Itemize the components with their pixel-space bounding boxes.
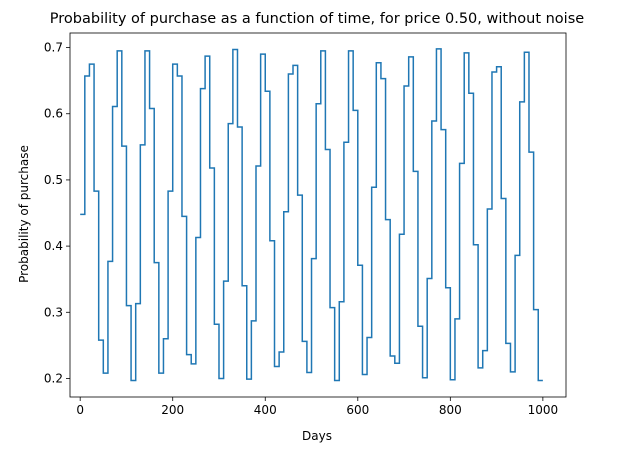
x-tick-label: 200	[161, 403, 184, 417]
plot-area	[69, 32, 567, 398]
y-tick-label: 0.7	[44, 41, 63, 55]
x-tick-label: 400	[254, 403, 277, 417]
y-axis: 0.2 0.3 0.4 0.5 0.6 0.7	[44, 41, 70, 385]
y-tick-label: 0.6	[44, 107, 63, 121]
chart-title: Probability of purchase as a function of…	[50, 11, 584, 27]
x-tick-label: 0	[76, 403, 84, 417]
x-tick-label: 600	[346, 403, 369, 417]
x-tick-label: 1000	[528, 403, 559, 417]
plot-frame	[69, 32, 567, 398]
y-tick-label: 0.3	[44, 305, 63, 319]
x-axis-label: Days	[302, 429, 332, 443]
x-tick-label: 800	[439, 403, 462, 417]
y-axis-label: Probability of purchase	[17, 145, 31, 283]
series-line-0	[80, 48, 543, 382]
y-tick-label: 0.4	[44, 239, 63, 253]
y-tick-label: 0.5	[44, 173, 63, 187]
y-tick-label: 0.2	[44, 371, 63, 385]
x-axis: 0 200 400 600 800 1000	[76, 397, 558, 417]
